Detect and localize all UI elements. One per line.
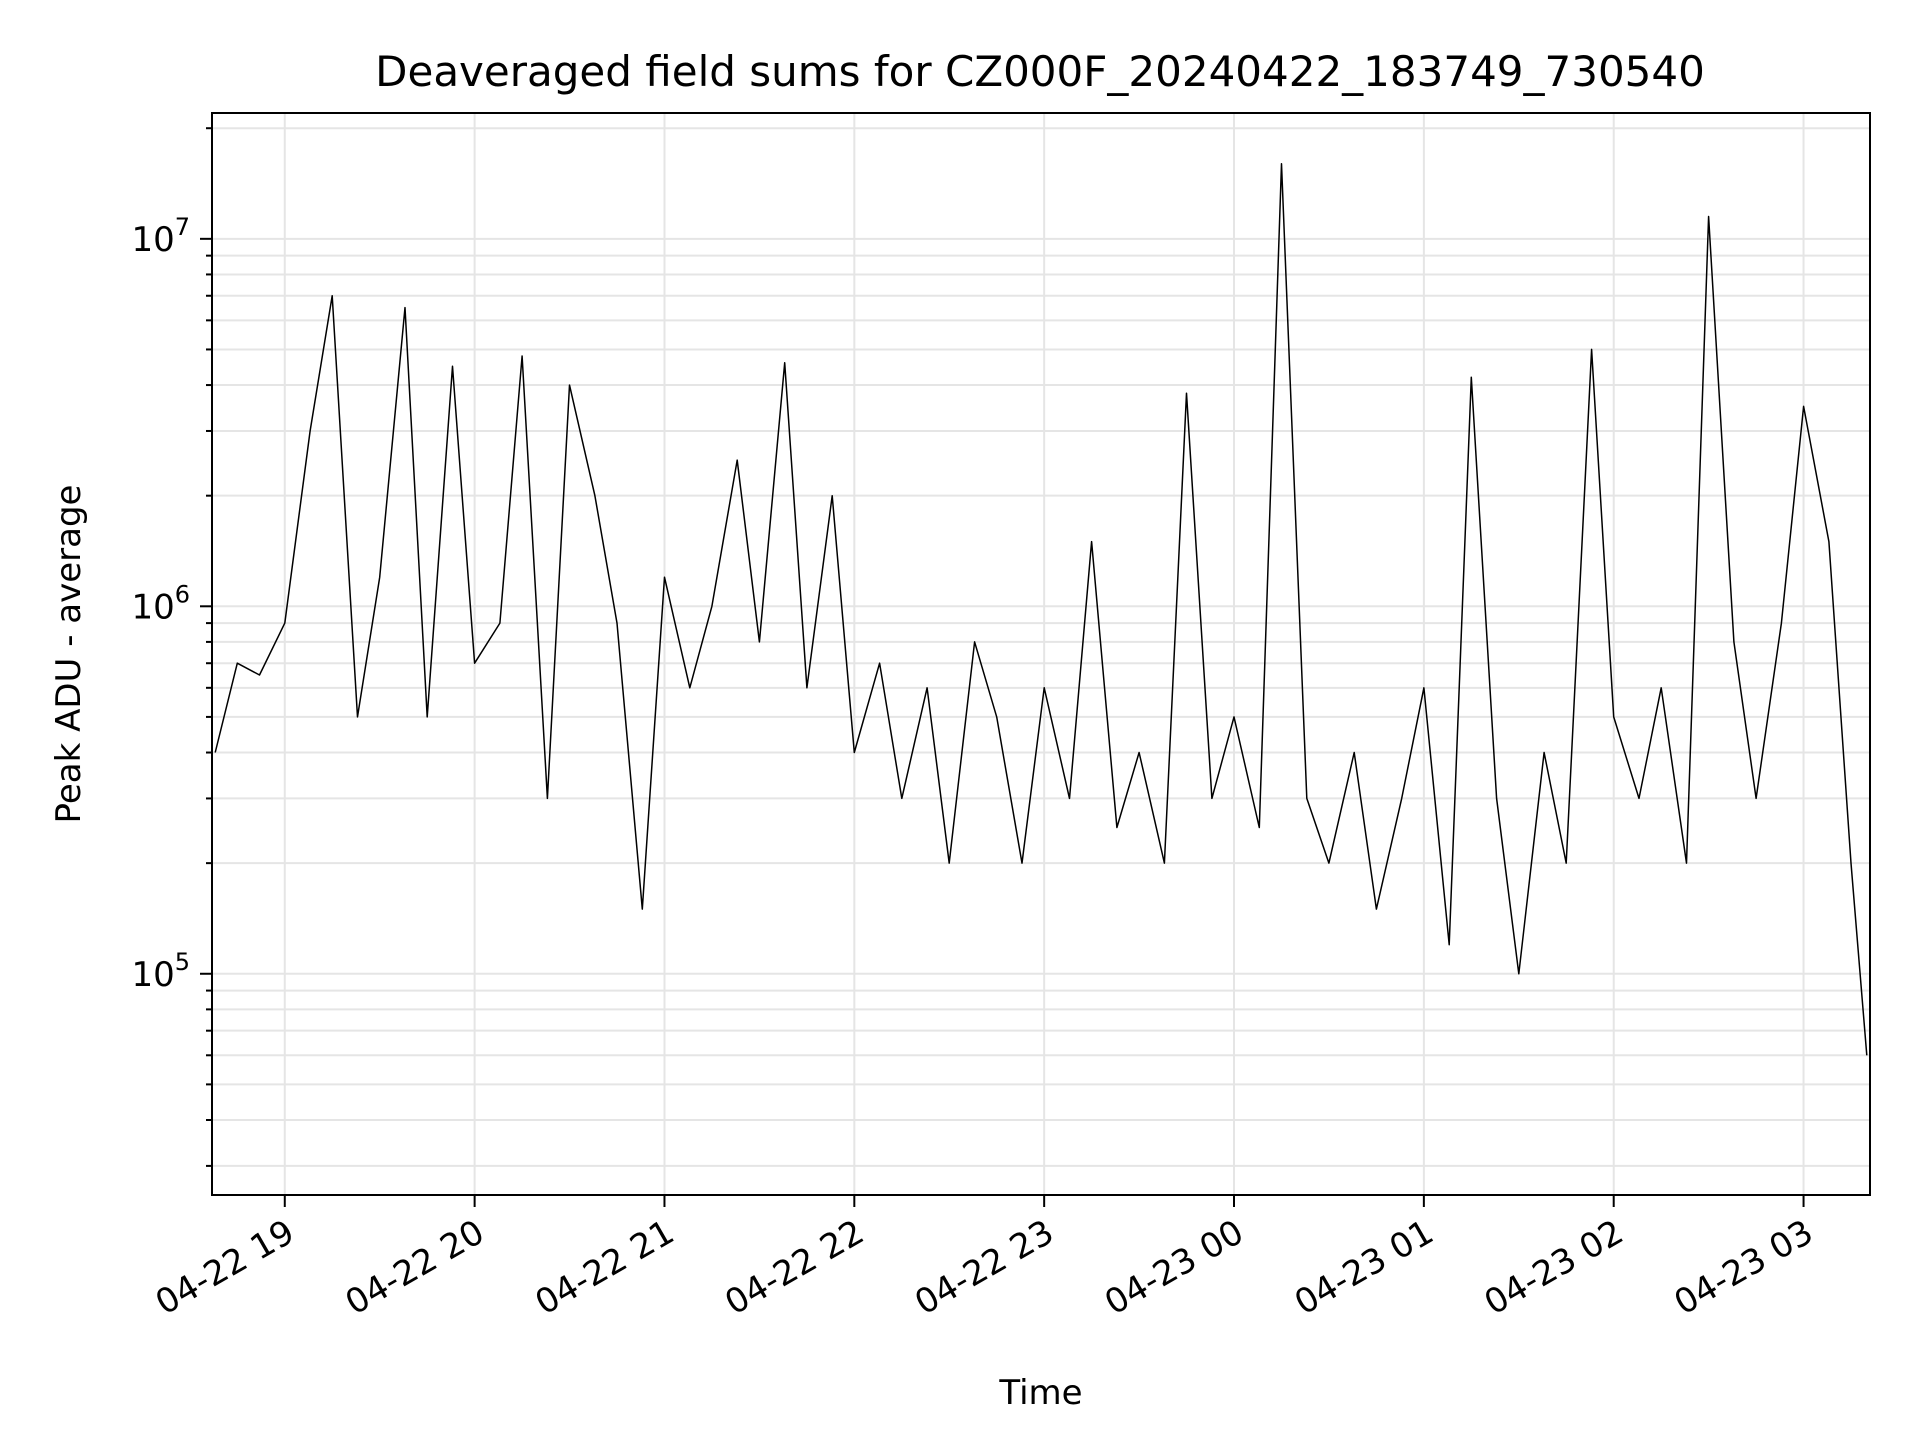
y-axis-label: Peak ADU - average xyxy=(49,485,89,824)
plot-frame xyxy=(211,112,1871,1196)
y-tick-label: 107 xyxy=(131,213,190,260)
y-tick-label: 105 xyxy=(131,948,190,995)
chart-title: Deaveraged field sums for CZ000F_2024042… xyxy=(375,47,1705,96)
x-axis-label: Time xyxy=(998,1373,1082,1413)
series-line-group xyxy=(214,163,1868,1056)
series-line xyxy=(214,163,1868,1056)
y-tick-label: 106 xyxy=(131,580,190,627)
